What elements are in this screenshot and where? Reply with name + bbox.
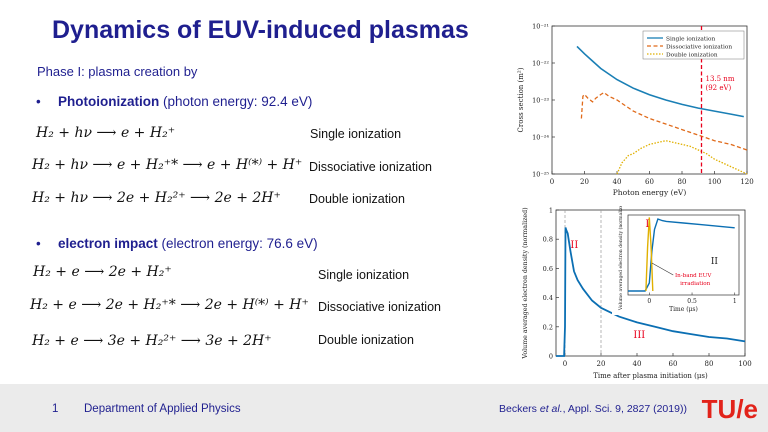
inset-annotation: irradiation	[680, 281, 711, 287]
legend-label: Double ionization	[666, 52, 718, 58]
density-line	[556, 227, 746, 357]
label-impact-dissociative: Dissociative ionization	[318, 300, 441, 314]
equation-photo-single: H₂ + hν ⟶ e + H₂⁺	[36, 125, 176, 141]
page-number: 1	[52, 403, 59, 415]
inset-region-label: I	[645, 219, 649, 230]
inset-x-tick-label: 0	[647, 298, 651, 305]
x-tick-label: 80	[678, 178, 687, 186]
region-label: II	[570, 240, 578, 251]
bullet-dot: •	[36, 236, 41, 251]
label-photo-dissociative: Dissociative ionization	[309, 160, 432, 174]
x-tick-label: 100	[708, 178, 721, 186]
x-tick-label: 20	[580, 178, 589, 186]
inset-annotation-arrow	[651, 262, 674, 276]
bullet-electron-impact: • electron impact (electron energy: 76.6 …	[36, 236, 318, 251]
bullet-photoionization: • Photoionization (photon energy: 92.4 eV…	[36, 94, 312, 109]
inset-region-label: II	[711, 257, 719, 267]
equation-impact-single: H₂ + e ⟶ 2e + H₂⁺	[33, 264, 172, 280]
phase-heading: Phase I: plasma creation by	[37, 64, 198, 79]
y-tick-label: 0.2	[543, 323, 553, 331]
inset-series-line	[628, 218, 735, 292]
x-tick-label: 60	[669, 360, 678, 368]
label-impact-double: Double ionization	[318, 333, 414, 347]
x-tick-label: 40	[613, 178, 622, 186]
label-photo-double: Double ionization	[309, 192, 405, 206]
series-line	[616, 140, 748, 175]
y-tick-label: 10⁻²¹	[532, 23, 549, 31]
legend-label: Dissociative ionization	[666, 44, 732, 50]
citation-italic: et al.	[539, 403, 563, 415]
cross-section-chart: 0 20 40 60 80 100 120 10⁻²¹ 10⁻²² 10⁻²³ 10⁻²⁴ 10⁻²⁵…	[517, 23, 754, 198]
x-axis-label: Photon energy (eV)	[613, 188, 687, 197]
x-axis-label: Time after plasma initiation (μs)	[593, 372, 708, 380]
legend-label: Single ionization	[666, 36, 716, 42]
bullet-dot: •	[36, 94, 41, 109]
y-tick-label: 1	[549, 207, 553, 215]
citation-prefix: Beckers	[499, 403, 540, 415]
y-tick-label: 0.6	[543, 265, 553, 273]
tue-logo: TU/e	[701, 394, 758, 424]
plot-frame	[555, 209, 746, 357]
footer-bar	[0, 384, 768, 432]
x-tick-label: 0	[550, 178, 554, 186]
y-axis-label: Volume averaged electron density (normal…	[522, 207, 529, 359]
inset-background	[612, 211, 743, 315]
y-tick-label: 10⁻²⁴	[532, 134, 549, 142]
x-tick-label: 40	[633, 360, 642, 368]
inset-frame	[627, 214, 740, 296]
inset-x-axis-label: Time (μs)	[669, 306, 698, 313]
equation-photo-double: H₂ + hν ⟶ 2e + H₂²⁺ ⟶ 2e + 2H⁺	[32, 190, 281, 206]
inset-series-line	[645, 217, 654, 292]
x-tick-label: 60	[645, 178, 654, 186]
series-line	[576, 45, 744, 118]
inset-annotation: In-band EUV	[675, 273, 712, 279]
electron-density-chart: 0 20 40 60 80 100 0 0.2 0.4 0.6 0.8 1 Time after pla…	[522, 206, 752, 380]
label-photo-single: Single ionization	[310, 127, 402, 141]
y-tick-label: 10⁻²²	[532, 60, 549, 68]
bullet-rest: (photon energy: 92.4 eV)	[159, 94, 313, 109]
x-tick-label: 80	[705, 360, 714, 368]
inset-y-axis-label: Volume averaged electron density (normal…	[617, 206, 624, 311]
equation-impact-double: H₂ + e ⟶ 3e + H₂²⁺ ⟶ 3e + 2H⁺	[32, 333, 272, 349]
citation-suffix: , Appl. Sci. 9, 2827 (2019))	[562, 403, 687, 415]
y-tick-label: 0.4	[543, 294, 553, 302]
region-label: III	[633, 330, 645, 341]
x-tick-label: 0	[563, 360, 567, 368]
equation-impact-dissociative: H₂ + e ⟶ 2e + H₂⁺* ⟶ 2e + H⁽*⁾ + H⁺	[30, 297, 309, 313]
x-tick-label: 20	[597, 360, 606, 368]
marker-label: (92 eV)	[706, 84, 732, 92]
y-tick-label: 0	[549, 353, 553, 361]
bullet-bold: electron impact	[58, 236, 158, 251]
marker-label: 13.5 nm	[706, 75, 735, 83]
y-tick-label: 10⁻²³	[532, 97, 549, 105]
department-name: Department of Applied Physics	[84, 403, 241, 415]
slide-title: Dynamics of EUV-induced plasmas	[52, 16, 469, 44]
x-tick-label: 100	[738, 360, 751, 368]
y-tick-label: 10⁻²⁵	[532, 171, 549, 179]
label-impact-single: Single ionization	[318, 268, 410, 282]
equation-photo-dissociative: H₂ + hν ⟶ e + H₂⁺* ⟶ e + H⁽*⁾ + H⁺	[32, 157, 303, 173]
inset-x-tick-label: 1	[733, 298, 737, 305]
y-axis-label: Cross section (m²)	[517, 67, 525, 132]
bullet-bold: Photoionization	[58, 94, 160, 109]
x-tick-label: 120	[740, 178, 753, 186]
y-tick-label: 0.8	[543, 236, 553, 244]
inset-x-tick-label: 0.5	[687, 298, 697, 305]
series-line	[580, 91, 748, 151]
citation: Beckers et al., Appl. Sci. 9, 2827 (2019…	[499, 403, 687, 415]
bullet-rest: (electron energy: 76.6 eV)	[157, 236, 318, 251]
